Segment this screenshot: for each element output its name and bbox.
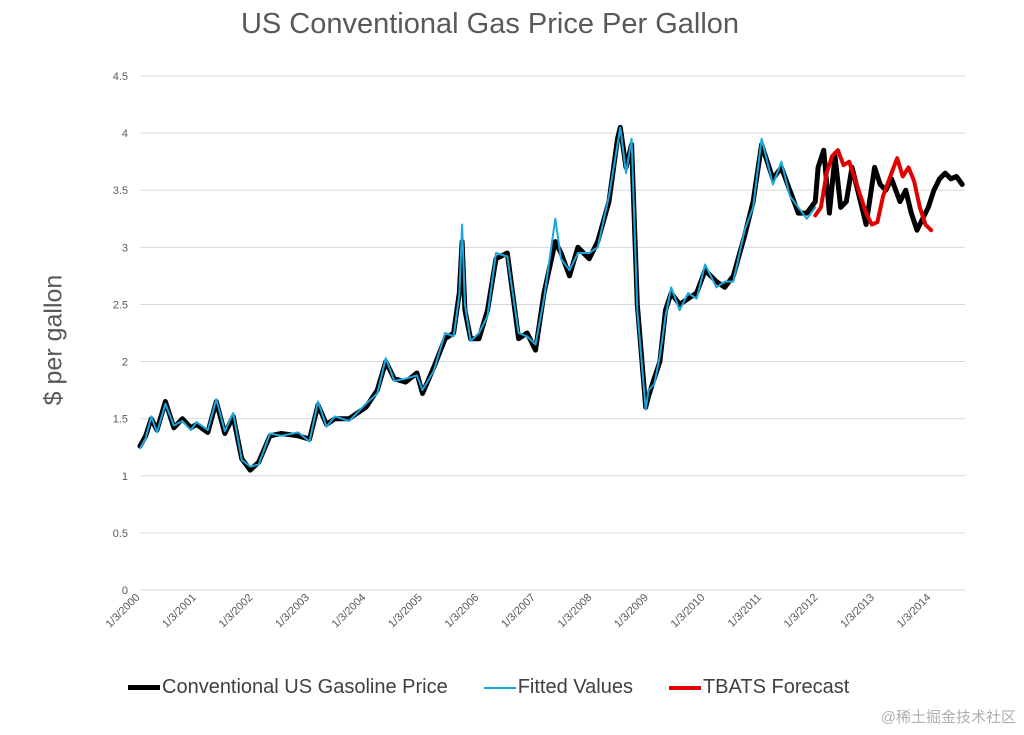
- y-tick-label: 1.5: [113, 414, 128, 426]
- legend-swatch-price: [128, 685, 160, 690]
- legend-item-fitted: Fitted Values: [483, 676, 633, 699]
- y-tick-labels: 0 0.5 1 1.5 2 2.5 3 3.5 4 4.5: [113, 71, 128, 597]
- series-line-forecast: [813, 148, 934, 233]
- y-tick-label: 0: [122, 585, 128, 597]
- x-tick-label: 1/3/2002: [217, 592, 256, 631]
- x-tick-label: 1/3/2008: [556, 592, 595, 631]
- y-tick-label: 4: [122, 128, 128, 140]
- x-tick-label: 1/3/2007: [499, 592, 538, 631]
- x-tick-label: 1/3/2000: [104, 592, 143, 631]
- watermark: @稀土掘金技术社区: [880, 709, 1016, 726]
- y-tick-label: 2: [122, 357, 128, 369]
- y-tick-label: 0.5: [113, 528, 128, 540]
- x-tick-label: 1/3/2012: [782, 592, 821, 631]
- x-tick-label: 1/3/2005: [386, 592, 425, 631]
- series-line-fitted: [139, 126, 817, 468]
- y-tick-label: 2.5: [113, 299, 128, 311]
- legend-swatch-forecast: [668, 685, 701, 690]
- y-tick-label: 3.5: [113, 185, 128, 197]
- series-lines: [137, 124, 965, 473]
- x-tick-label: 1/3/2004: [330, 592, 369, 631]
- legend-label-fitted: Fitted Values: [517, 676, 633, 698]
- x-tick-label: 1/3/2001: [160, 592, 199, 631]
- legend-label-price: Conventional US Gasoline Price: [162, 676, 448, 698]
- x-tick-label: 1/3/2003: [273, 592, 312, 631]
- y-tick-label: 4.5: [113, 71, 128, 83]
- x-tick-label: 1/3/2011: [726, 592, 764, 630]
- gridlines: [140, 75, 965, 591]
- x-tick-label: 1/3/2006: [443, 592, 482, 631]
- legend-swatch-fitted: [483, 686, 516, 689]
- legend-label-forecast: TBATS Forecast: [702, 676, 850, 698]
- x-tick-labels: 1/3/2000 1/3/2001 1/3/2002 1/3/2003 1/3/2004…: [104, 592, 934, 631]
- y-tick-label: 3: [122, 242, 128, 254]
- legend-item-forecast: TBATS Forecast: [668, 676, 850, 699]
- legend-item-price: Conventional US Gasoline Price: [128, 676, 448, 699]
- chart-title: US Conventional Gas Price Per Gallon: [240, 8, 740, 40]
- legend: Conventional US Gasoline Price Fitted Va…: [128, 676, 885, 699]
- x-tick-label: 1/3/2014: [895, 592, 934, 631]
- x-tick-label: 1/3/2010: [669, 592, 708, 631]
- x-tick-label: 1/3/2013: [838, 592, 877, 631]
- y-tick-label: 1: [122, 471, 128, 483]
- x-tick-label: 1/3/2009: [612, 592, 651, 631]
